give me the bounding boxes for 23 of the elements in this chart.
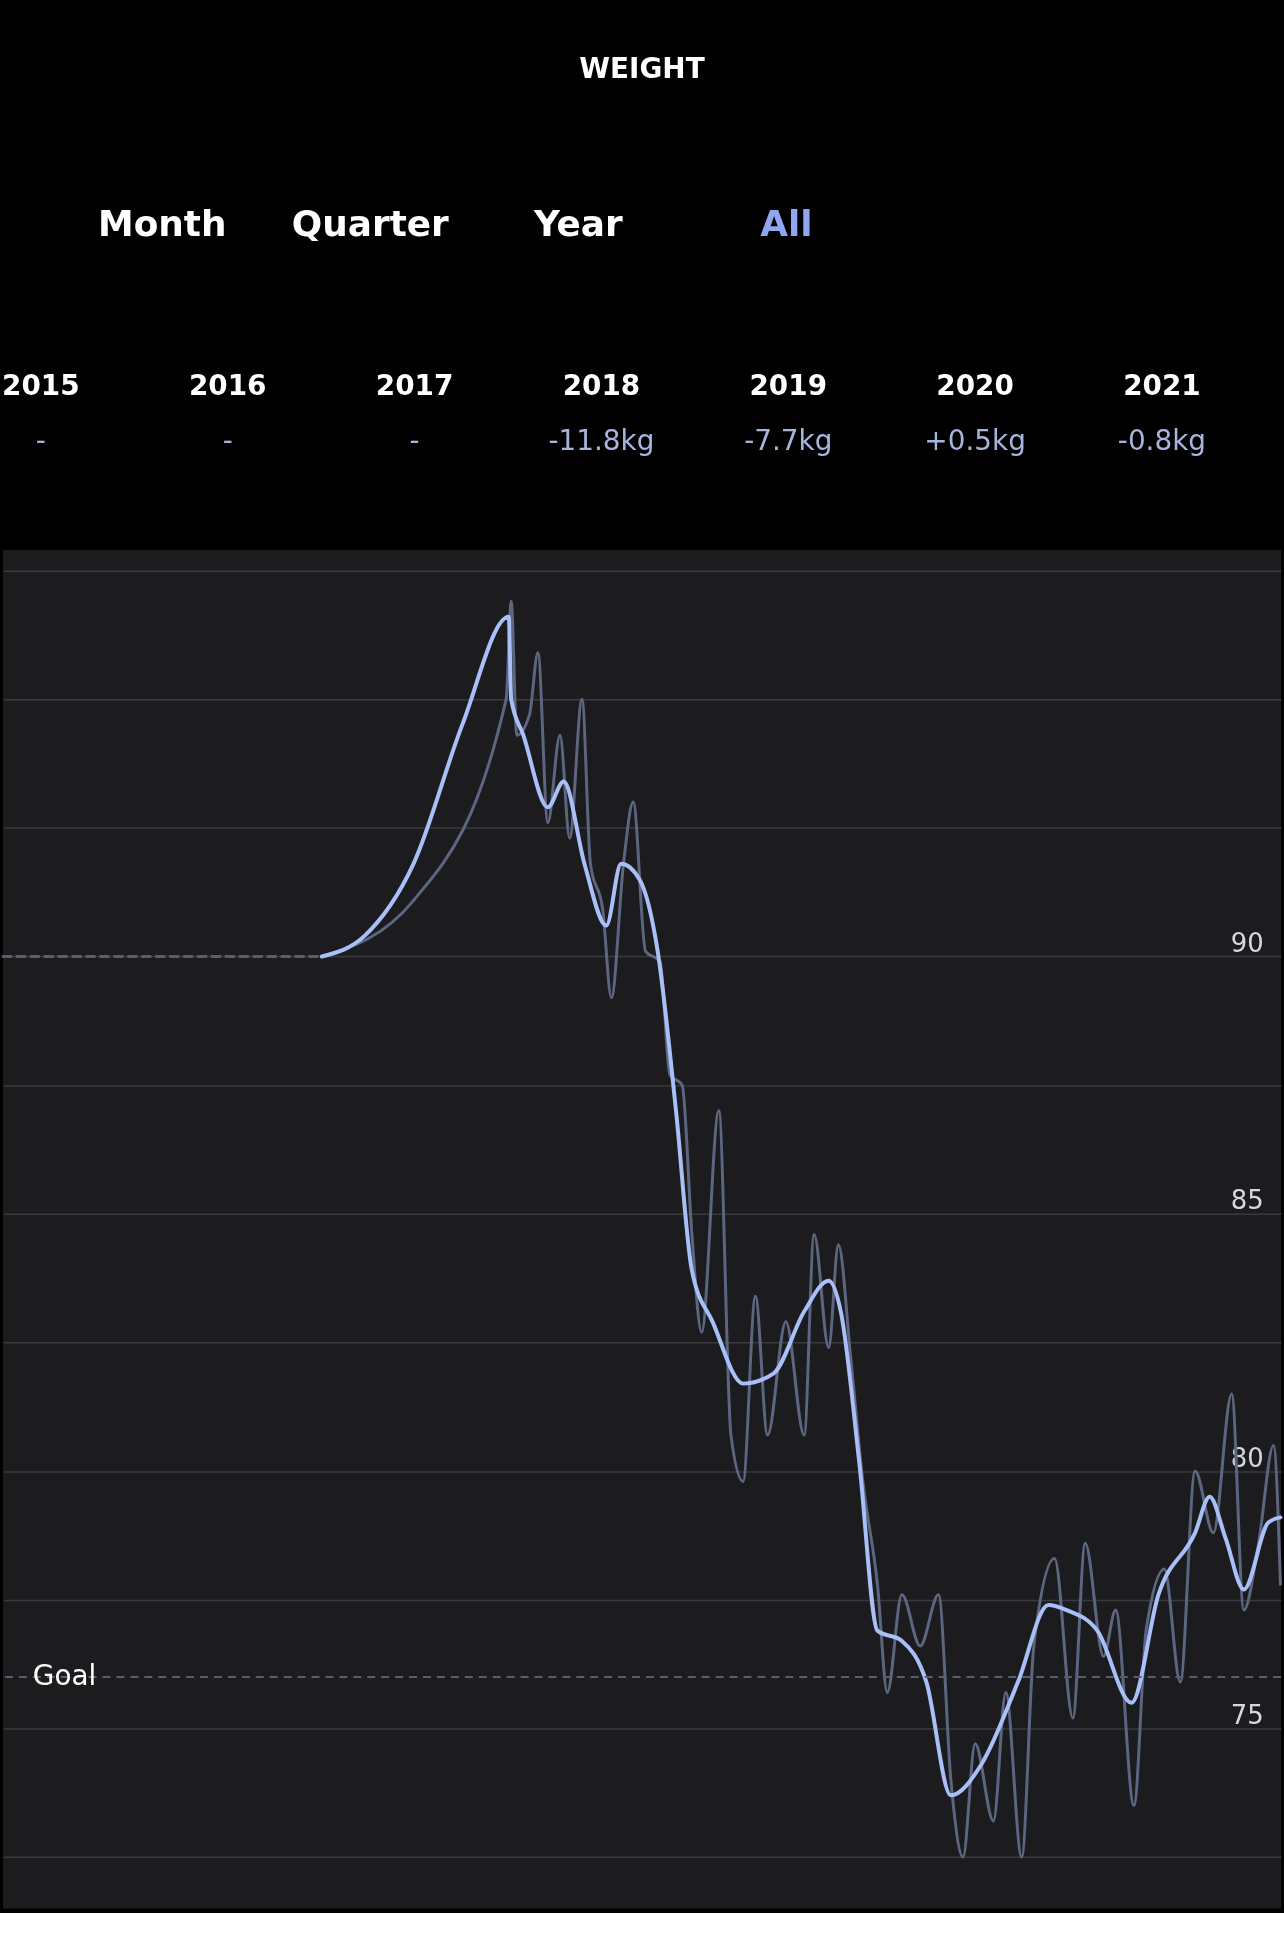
x-tick-label: 2020 [936,369,1014,403]
chart-title: WEIGHT [579,52,705,86]
y-tick-label: 90 [1230,927,1264,958]
text: Month [98,203,227,245]
x-tick-label: 2015 [2,369,80,403]
x-tick-label: 2019 [749,369,828,403]
text: -7.7kg [744,423,833,457]
x-tick-label: 2021 [1123,369,1201,403]
x-tick-label: 2016 [188,369,267,403]
text: All [760,203,813,245]
ref-line-label: Goal [32,1658,97,1692]
text: - [409,423,420,457]
text: +0.5kg [924,423,1026,457]
text: -0.8kg [1117,423,1207,457]
x-tick-label: 2017 [375,369,454,403]
y-tick-label: 75 [1230,1699,1264,1730]
x-tick-label: 2018 [562,369,641,403]
text: Quarter [291,203,450,245]
text: - [222,423,233,457]
y-tick-label: 85 [1230,1185,1264,1216]
text: Year [532,203,624,245]
text: -11.8kg [548,423,655,457]
text: - [35,423,46,457]
